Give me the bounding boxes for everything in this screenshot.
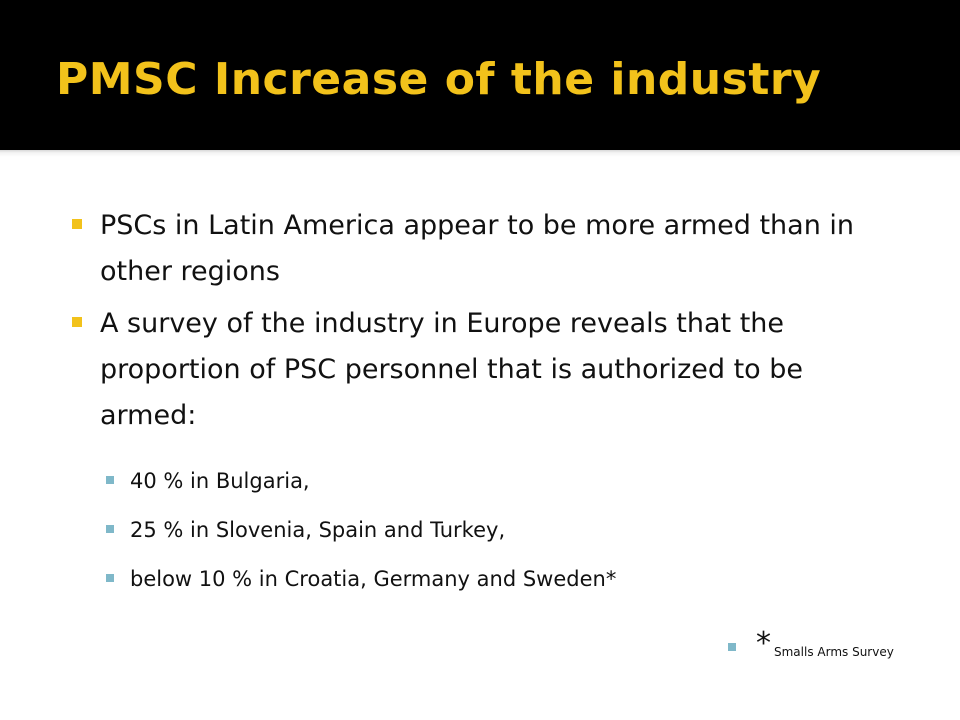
title-divider (0, 150, 960, 157)
title-bar: PMSC Increase of the industry (0, 0, 960, 150)
square-footnote-icon (728, 643, 736, 651)
sub-bullet-list: 40 % in Bulgaria, 25 % in Slovenia, Spai… (106, 465, 866, 612)
bullet-text: A survey of the industry in Europe revea… (100, 308, 804, 431)
sub-bullet-text: below 10 % in Croatia, Germany and Swede… (130, 567, 617, 591)
sub-bullet-text: 40 % in Bulgaria, (130, 469, 310, 493)
sub-bullet-item-slovenia-spain-turkey: 25 % in Slovenia, Spain and Turkey, (106, 514, 866, 546)
sub-bullet-item-croatia-germany-sweden: below 10 % in Croatia, Germany and Swede… (106, 563, 866, 595)
bullet-text: PSCs in Latin America appear to be more … (100, 210, 855, 287)
bullet-list: PSCs in Latin America appear to be more … (72, 203, 872, 445)
square-sub-bullet-icon (106, 525, 114, 533)
sub-bullet-text: 25 % in Slovenia, Spain and Turkey, (130, 518, 506, 542)
sub-bullet-item-bulgaria: 40 % in Bulgaria, (106, 465, 866, 497)
square-sub-bullet-icon (106, 574, 114, 582)
bullet-item-latin-america: PSCs in Latin America appear to be more … (72, 203, 872, 295)
slide-title: PMSC Increase of the industry (56, 54, 822, 105)
square-bullet-icon (72, 317, 82, 327)
square-sub-bullet-icon (106, 476, 114, 484)
footnote-asterisk: * (756, 626, 771, 661)
square-bullet-icon (72, 219, 82, 229)
slide-content: PSCs in Latin America appear to be more … (0, 157, 960, 720)
bullet-item-europe-survey: A survey of the industry in Europe revea… (72, 301, 872, 439)
footnote-source: Smalls Arms Survey (774, 645, 894, 659)
